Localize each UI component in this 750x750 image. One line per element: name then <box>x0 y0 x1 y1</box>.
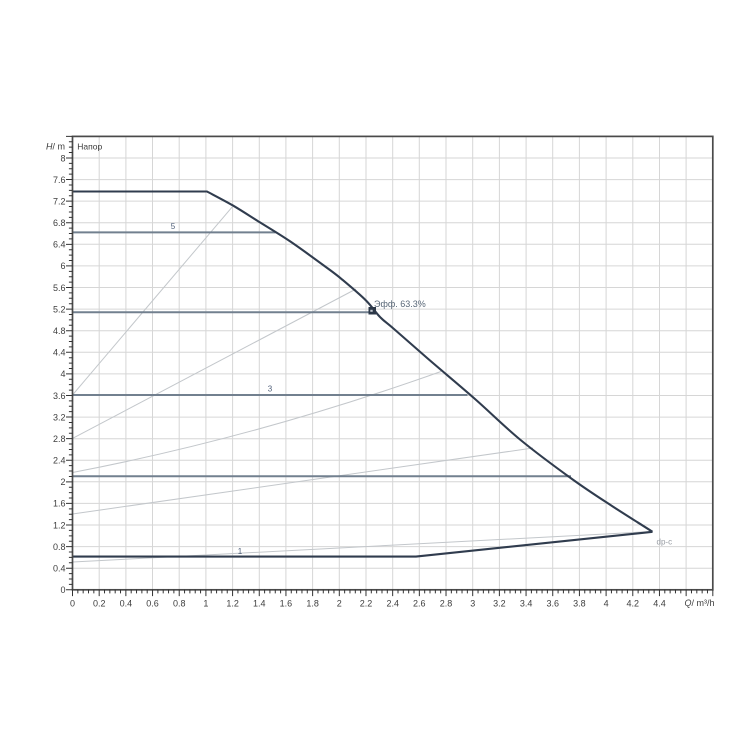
svg-text:0: 0 <box>60 585 65 595</box>
svg-text:Напор: Напор <box>77 142 102 152</box>
svg-text:4.4: 4.4 <box>53 348 66 358</box>
svg-text:7.2: 7.2 <box>53 196 66 206</box>
svg-text:Эфф. 63.3%: Эфф. 63.3% <box>374 299 426 309</box>
svg-text:0.8: 0.8 <box>173 599 186 609</box>
svg-text:2.6: 2.6 <box>413 599 426 609</box>
svg-text:0.8: 0.8 <box>53 542 66 552</box>
svg-text:2.8: 2.8 <box>440 599 453 609</box>
svg-text:1.4: 1.4 <box>253 599 266 609</box>
svg-text:1.6: 1.6 <box>280 599 293 609</box>
svg-text:4: 4 <box>60 369 65 379</box>
svg-text:1.2: 1.2 <box>226 599 239 609</box>
svg-text:5: 5 <box>171 222 176 231</box>
svg-text:2: 2 <box>60 477 65 487</box>
svg-text:8: 8 <box>60 153 65 163</box>
svg-text:5.6: 5.6 <box>53 283 66 293</box>
svg-text:7.6: 7.6 <box>53 175 66 185</box>
svg-text:3.6: 3.6 <box>546 599 559 609</box>
svg-text:0.2: 0.2 <box>93 599 106 609</box>
svg-text:3.8: 3.8 <box>573 599 586 609</box>
svg-text:0: 0 <box>70 599 75 609</box>
svg-text:4.8: 4.8 <box>53 326 66 336</box>
svg-text:2: 2 <box>337 599 342 609</box>
svg-text:3: 3 <box>470 599 475 609</box>
svg-text:3.6: 3.6 <box>53 391 66 401</box>
svg-text:0.6: 0.6 <box>146 599 159 609</box>
svg-text:4: 4 <box>604 599 609 609</box>
svg-text:6.4: 6.4 <box>53 240 66 250</box>
svg-text:2.8: 2.8 <box>53 434 66 444</box>
svg-text:1.8: 1.8 <box>306 599 319 609</box>
svg-text:0.4: 0.4 <box>53 564 66 574</box>
svg-text:4.4: 4.4 <box>653 599 666 609</box>
svg-text:1.2: 1.2 <box>53 520 66 530</box>
svg-text:6.8: 6.8 <box>53 218 66 228</box>
svg-text:6: 6 <box>60 261 65 271</box>
svg-text:2.2: 2.2 <box>360 599 373 609</box>
svg-text:1.6: 1.6 <box>53 499 66 509</box>
svg-text:3.2: 3.2 <box>53 412 66 422</box>
svg-text:4.2: 4.2 <box>627 599 640 609</box>
svg-text:2.4: 2.4 <box>53 456 66 466</box>
svg-text:0.4: 0.4 <box>120 599 133 609</box>
svg-text:3.2: 3.2 <box>493 599 506 609</box>
svg-text:2.4: 2.4 <box>386 599 399 609</box>
svg-text:3.4: 3.4 <box>520 599 533 609</box>
svg-text:H/ m: H/ m <box>46 141 65 151</box>
svg-text:dp-c: dp-c <box>657 538 673 547</box>
svg-text:1: 1 <box>238 547 243 556</box>
svg-text:5.2: 5.2 <box>53 304 66 314</box>
svg-text:3: 3 <box>268 385 273 394</box>
svg-text:Q/ m³/h: Q/ m³/h <box>685 598 715 608</box>
svg-text:1: 1 <box>203 599 208 609</box>
